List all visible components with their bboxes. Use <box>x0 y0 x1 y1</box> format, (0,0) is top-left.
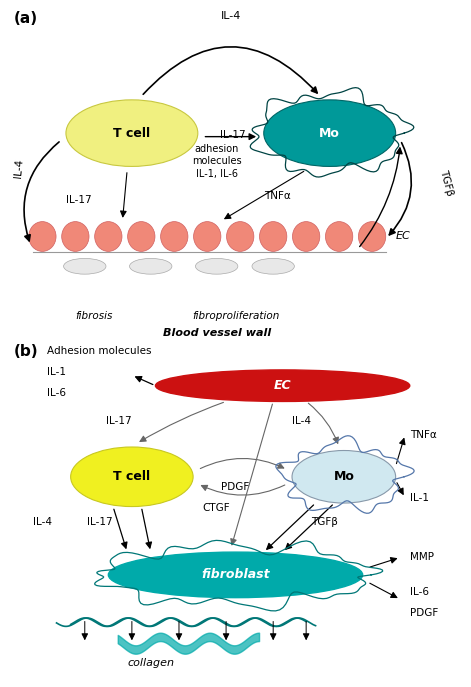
Text: IL-6: IL-6 <box>410 587 429 598</box>
Text: EC: EC <box>396 232 410 242</box>
Text: IL-4: IL-4 <box>33 517 52 528</box>
Ellipse shape <box>108 552 363 598</box>
Ellipse shape <box>292 222 320 251</box>
Ellipse shape <box>64 258 106 274</box>
Ellipse shape <box>227 222 254 251</box>
Text: PDGF: PDGF <box>221 482 250 493</box>
Text: TNFα: TNFα <box>264 191 291 201</box>
Text: IL-1: IL-1 <box>410 493 429 503</box>
Text: fibrosis: fibrosis <box>75 311 113 321</box>
Text: IL-17: IL-17 <box>106 416 132 426</box>
Ellipse shape <box>66 100 198 166</box>
Text: PDGF: PDGF <box>410 609 438 618</box>
Text: collagen: collagen <box>127 658 174 668</box>
Text: fibroblast: fibroblast <box>201 568 270 581</box>
Ellipse shape <box>325 222 353 251</box>
Text: IL-4: IL-4 <box>220 10 241 21</box>
Text: (b): (b) <box>14 344 39 359</box>
Ellipse shape <box>95 222 122 251</box>
Text: TNFα: TNFα <box>410 430 437 440</box>
Ellipse shape <box>130 258 172 274</box>
Ellipse shape <box>264 100 396 166</box>
Text: IL-17: IL-17 <box>66 194 92 205</box>
Ellipse shape <box>260 222 287 251</box>
Ellipse shape <box>358 222 386 251</box>
Text: adhesion
molecules
IL-1, IL-6: adhesion molecules IL-1, IL-6 <box>192 144 242 179</box>
Text: Mo: Mo <box>333 471 354 483</box>
Text: fibroproliferation: fibroproliferation <box>192 311 279 321</box>
Text: T cell: T cell <box>114 126 150 139</box>
Ellipse shape <box>62 222 89 251</box>
Ellipse shape <box>194 222 221 251</box>
Text: TGFβ: TGFβ <box>311 517 338 528</box>
Text: MMP: MMP <box>410 552 434 563</box>
Text: Mo: Mo <box>319 126 340 139</box>
Text: TGFβ: TGFβ <box>438 168 455 196</box>
Ellipse shape <box>252 258 294 274</box>
Text: T cell: T cell <box>114 471 150 483</box>
Text: IL-4: IL-4 <box>292 416 311 426</box>
Ellipse shape <box>155 370 410 401</box>
Ellipse shape <box>29 222 56 251</box>
Text: IL-17: IL-17 <box>220 130 246 140</box>
Text: Adhesion molecules: Adhesion molecules <box>47 346 152 356</box>
Ellipse shape <box>161 222 188 251</box>
Text: IL-4: IL-4 <box>13 158 24 178</box>
Ellipse shape <box>292 451 396 503</box>
Ellipse shape <box>195 258 238 274</box>
Ellipse shape <box>71 447 193 506</box>
Ellipse shape <box>128 222 155 251</box>
Text: IL-1: IL-1 <box>47 367 66 376</box>
Text: Blood vessel wall: Blood vessel wall <box>162 328 271 339</box>
Text: EC: EC <box>274 379 292 392</box>
Text: (a): (a) <box>14 10 38 25</box>
Text: IL-6: IL-6 <box>47 387 66 398</box>
Text: CTGF: CTGF <box>203 504 230 513</box>
Text: IL-17: IL-17 <box>88 517 113 528</box>
